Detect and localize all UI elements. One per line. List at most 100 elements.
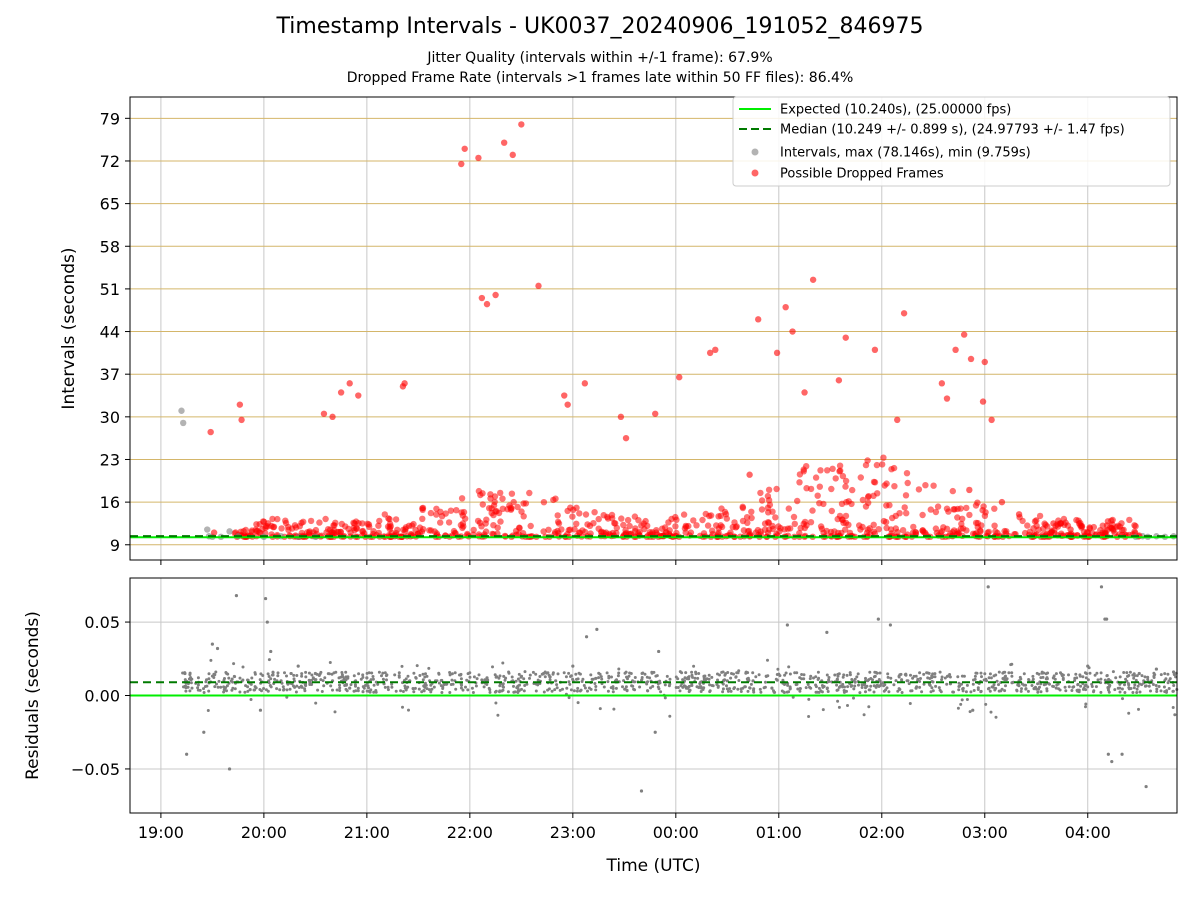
residual-point [586,689,589,693]
residual-point [542,671,546,675]
residual-point [546,688,550,692]
residual-point [196,686,200,690]
dropped-frame-point [499,495,506,502]
dropped-frame-point [967,355,975,363]
residual-point [365,676,369,680]
residual-point [1026,689,1030,693]
residual-point [266,689,270,693]
residual-point [684,685,688,689]
residual-point [965,683,969,687]
residual-point [423,681,427,685]
dropped-frame-point [963,504,970,512]
residual-point [269,677,273,681]
residual-point [992,683,996,687]
dropped-frame-point [566,526,574,533]
dropped-frame-point [392,516,400,523]
dropped-frame-point [381,511,388,518]
residual-point [650,670,654,674]
residual-point [450,672,454,676]
dropped-frame-point [306,529,313,536]
residual-point [288,687,292,691]
residual-point [295,684,299,688]
residual-point [451,682,455,686]
residual-point [814,685,818,689]
residual-point [1171,706,1175,709]
residual-point [184,689,188,693]
residual-point [356,689,360,693]
residual-point [498,690,501,694]
residual-point [417,687,421,691]
residual-point [720,670,724,674]
residual-point [538,675,542,678]
residual-point [692,664,696,668]
residual-point [957,681,961,685]
residual-point [567,671,571,675]
dropped-frame-point [739,517,747,525]
dropped-frame-point [492,291,499,299]
dropped-frame-point [1067,526,1074,533]
dropped-frame-point [402,528,409,535]
dropped-frame-point [458,495,466,502]
residual-point [960,682,963,686]
dropped-frame-point [927,506,934,513]
dropped-frame-point [910,523,917,531]
dropped-frame-point [1131,522,1138,529]
residual-point [934,684,938,688]
residual-point [668,682,672,686]
residual-point [308,683,312,686]
residual-point [686,685,690,689]
residual-point [770,686,774,690]
residual-point [640,676,644,679]
residual-point [1095,671,1099,675]
dropped-frame-point [355,520,362,527]
dropped-frame-point [504,506,511,513]
residual-point [543,675,547,679]
dropped-frame-point [938,528,946,535]
dropped-frame-point [1047,530,1054,537]
residual-point [314,678,318,682]
dropped-frame-point [699,516,706,524]
dropped-frame-point [427,509,435,517]
residual-point [1090,682,1094,686]
dropped-frames-dense-band [231,454,1142,540]
residual-point [450,678,454,682]
residual-point [878,679,882,683]
dropped-frame-point [919,511,926,519]
dropped-frame-point [269,515,276,523]
residual-point [512,690,516,694]
dropped-frame-point [904,531,911,538]
residual-point [310,673,314,677]
residual-point [207,677,211,681]
dropped-frame-point [957,505,964,512]
residual-point [1134,678,1138,682]
residual-point [1105,617,1109,621]
residual-point [470,686,474,690]
residual-point [422,689,426,693]
residual-point [267,658,271,662]
dropped-frame-point [758,497,766,504]
residual-point [956,706,960,710]
residual-point [441,687,445,690]
residual-point [918,671,922,675]
residual-point [246,678,250,682]
residual-point [837,705,841,709]
dropped-frame-point [864,457,871,464]
residual-point [1154,684,1158,687]
residual-point [390,685,394,689]
residual-point [575,677,578,681]
residual-point [1133,674,1137,678]
residual-point [285,688,289,692]
residual-point [687,690,691,694]
residual-point [1172,672,1176,676]
residual-point [708,683,712,687]
residual-point [1075,688,1079,692]
xtick-label-1900: 19:00 [138,823,184,842]
dropped-frame-point [332,519,339,526]
residual-point [995,679,999,683]
residual-point [1059,671,1062,675]
residual-point [739,690,743,693]
residual-point [496,713,500,717]
residual-point [643,672,647,676]
dropped-frame-point [426,527,433,534]
dropped-frame-point [981,358,988,366]
